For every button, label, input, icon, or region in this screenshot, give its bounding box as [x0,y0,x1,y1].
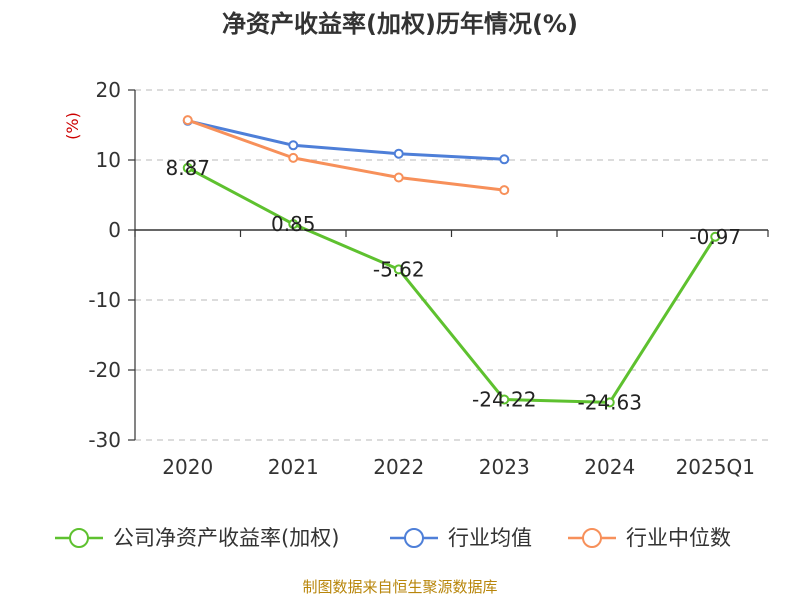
legend-item-1: 行业均值 [390,526,532,550]
series-0 [182,162,721,408]
legend: 公司净资产收益率(加权) 行业均值 行业中位数 [55,526,731,550]
x-tick-labels: 2020 2021 2022 2023 2024 2025Q1 [162,455,755,479]
legend-marker [404,528,424,548]
legend-label: 行业中位数 [626,526,731,550]
data-point [499,394,510,405]
y-tick-labels: 20 10 0 -10 -20 -30 [88,78,121,452]
y-axis-unit: (%) [63,112,82,140]
y-tick-label: 20 [96,78,121,102]
data-point [288,219,299,230]
data-label: 8.87 [165,156,210,180]
legend-label: 公司净资产收益率(加权) [113,526,339,550]
x-tick-label: 2021 [268,455,319,479]
series-2 [182,115,510,196]
data-point [604,397,615,408]
data-point [182,162,193,173]
grid-lines [135,89,768,441]
data-point [393,148,404,159]
data-point [288,140,299,151]
data-labels: 8.87 0.85 -5.62 -24.22 -24.63 -0.97 [165,156,741,415]
legend-item-0: 公司净资产收益率(加权) [55,526,339,550]
y-tick-label: -30 [88,428,121,452]
legend-label: 行业均值 [448,526,532,550]
data-point [499,185,510,196]
data-point [182,115,193,126]
data-point [499,154,510,165]
x-tick-label: 2024 [584,455,635,479]
axes [128,89,769,441]
data-point [393,172,404,183]
data-label: -24.63 [578,390,642,414]
x-tick-label: 2020 [162,455,213,479]
legend-marker [69,528,89,548]
data-label: -5.62 [373,257,425,281]
y-tick-label: 0 [108,218,121,242]
x-tick-label: 2023 [479,455,530,479]
x-tick-label: 2025Q1 [676,455,755,479]
legend-item-2: 行业中位数 [568,526,731,550]
data-label: -24.22 [472,388,536,412]
data-point [710,231,721,242]
series-1 [182,115,510,165]
y-tick-label: 10 [96,148,121,172]
series-line [187,118,505,192]
data-label: -0.97 [689,225,741,249]
source-note: 制图数据来自恒生聚源数据库 [302,578,497,596]
legend-marker [582,528,602,548]
series-line [187,166,717,404]
x-tick-label: 2022 [373,455,424,479]
y-tick-label: -10 [88,288,121,312]
series-layer [182,115,721,408]
chart-title: 净资产收益率(加权)历年情况(%) [222,10,578,38]
y-tick-label: -20 [88,358,121,382]
series-line [187,119,505,161]
data-point [288,152,299,163]
data-label: 0.85 [271,212,316,236]
data-point [393,264,404,275]
